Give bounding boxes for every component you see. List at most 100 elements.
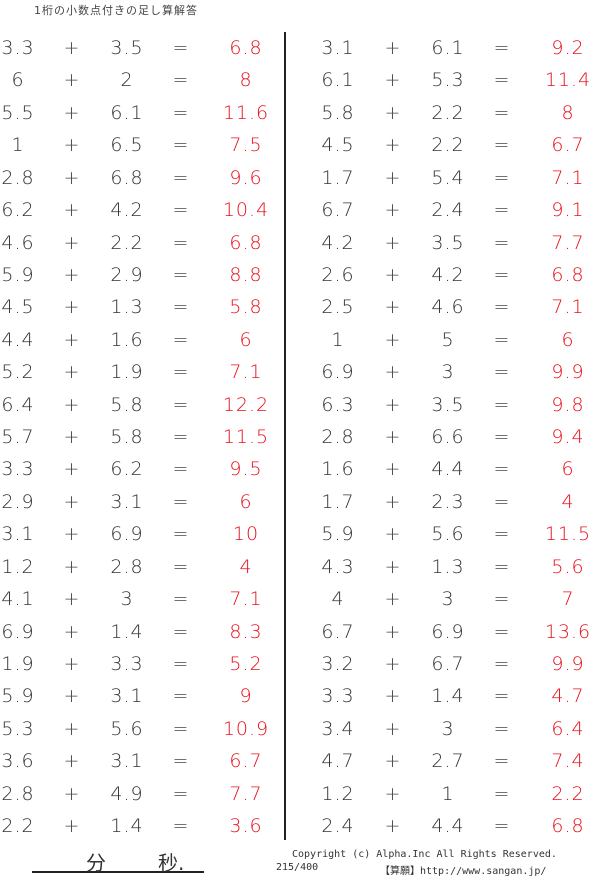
plus-sign: + [63, 166, 81, 189]
plus-sign: + [63, 523, 81, 546]
equals-sign: = [493, 361, 511, 384]
addend-b: 6.5 [110, 134, 144, 157]
plus-sign: + [384, 134, 402, 157]
addend-a: 2.2 [1, 815, 35, 838]
addend-a: 2.9 [1, 490, 35, 513]
addend-a: 5.8 [321, 101, 355, 124]
plus-sign: + [384, 199, 402, 222]
addend-b: 1.4 [110, 815, 144, 838]
addend-b: 6.6 [431, 426, 465, 449]
addend-b: 2 [120, 69, 134, 92]
equals-sign: = [172, 782, 190, 805]
equals-sign: = [172, 393, 190, 416]
addend-a: 1.9 [1, 652, 35, 675]
answer: 7.7 [229, 782, 263, 805]
answer: 7.1 [551, 296, 585, 319]
addend-b: 3 [441, 588, 455, 611]
addend-b: 6.9 [431, 620, 465, 643]
addend-a: 4.5 [1, 296, 35, 319]
addend-a: 6.1 [321, 69, 355, 92]
equals-sign: = [172, 231, 190, 254]
addend-b: 4.6 [431, 296, 465, 319]
addend-a: 2.4 [321, 815, 355, 838]
equals-sign: = [172, 426, 190, 449]
plus-sign: + [63, 426, 81, 449]
plus-sign: + [384, 69, 402, 92]
addend-a: 1.6 [321, 458, 355, 481]
equals-sign: = [493, 815, 511, 838]
time-entry-line [32, 843, 204, 873]
addend-a: 1.2 [321, 782, 355, 805]
answer: 6.8 [229, 231, 263, 254]
answer: 3.6 [229, 815, 263, 838]
equals-sign: = [493, 750, 511, 773]
answer: 6 [561, 328, 575, 351]
addend-a: 5.2 [1, 361, 35, 384]
plus-sign: + [384, 717, 402, 740]
seconds-label: 秒. [158, 851, 185, 875]
addend-a: 2.8 [321, 426, 355, 449]
copyright: Copyright (c) Alpha.Inc All Rights Reser… [292, 849, 557, 860]
answer: 7.1 [551, 166, 585, 189]
worksheet-title: 1桁の小数点付きの足し算解答 [34, 4, 198, 17]
answer: 7.4 [551, 750, 585, 773]
plus-sign: + [63, 555, 81, 578]
addend-a: 3.3 [1, 458, 35, 481]
equals-sign: = [493, 199, 511, 222]
plus-sign: + [384, 393, 402, 416]
equals-sign: = [172, 199, 190, 222]
addend-b: 2.9 [110, 263, 144, 286]
equals-sign: = [493, 69, 511, 92]
addend-b: 4.9 [110, 782, 144, 805]
equals-sign: = [493, 426, 511, 449]
plus-sign: + [384, 231, 402, 254]
addend-a: 3.3 [321, 685, 355, 708]
equals-sign: = [493, 523, 511, 546]
plus-sign: + [384, 361, 402, 384]
addend-a: 4 [331, 588, 345, 611]
answer: 10.4 [222, 199, 270, 222]
plus-sign: + [63, 134, 81, 157]
equals-sign: = [172, 652, 190, 675]
answer: 10.9 [222, 717, 270, 740]
addend-a: 3.3 [1, 37, 35, 59]
plus-sign: + [63, 620, 81, 643]
answer: 6 [239, 490, 253, 513]
plus-sign: + [63, 588, 81, 611]
addend-a: 4.1 [1, 588, 35, 611]
equals-sign: = [172, 263, 190, 286]
answer: 8.8 [229, 263, 263, 286]
equals-sign: = [493, 458, 511, 481]
addend-a: 6.3 [321, 393, 355, 416]
addend-b: 4.4 [431, 458, 465, 481]
addend-b: 5.6 [110, 717, 144, 740]
addend-a: 2.5 [321, 296, 355, 319]
addend-a: 3.1 [1, 523, 35, 546]
answer: 6.7 [551, 134, 585, 157]
answer: 8 [239, 69, 253, 92]
plus-sign: + [63, 685, 81, 708]
addend-a: 2.8 [1, 782, 35, 805]
answer: 5.2 [229, 652, 263, 675]
addend-b: 5.8 [110, 393, 144, 416]
plus-sign: + [63, 328, 81, 351]
plus-sign: + [384, 328, 402, 351]
site-url: 【算願】http://www.sangan.jp/ [380, 866, 547, 877]
answer: 11.4 [544, 69, 592, 92]
addend-a: 3.4 [321, 717, 355, 740]
plus-sign: + [384, 555, 402, 578]
addend-b: 2.3 [431, 490, 465, 513]
equals-sign: = [172, 717, 190, 740]
addend-a: 6.2 [1, 199, 35, 222]
answer: 8 [561, 101, 575, 124]
addend-b: 6.1 [431, 37, 465, 59]
addend-a: 6.7 [321, 199, 355, 222]
equals-sign: = [493, 652, 511, 675]
answer: 6.7 [229, 750, 263, 773]
equals-sign: = [493, 37, 511, 59]
addend-a: 6.4 [1, 393, 35, 416]
equals-sign: = [493, 717, 511, 740]
addend-b: 1 [441, 782, 455, 805]
answer: 12.2 [222, 393, 270, 416]
answer: 11.5 [222, 426, 270, 449]
